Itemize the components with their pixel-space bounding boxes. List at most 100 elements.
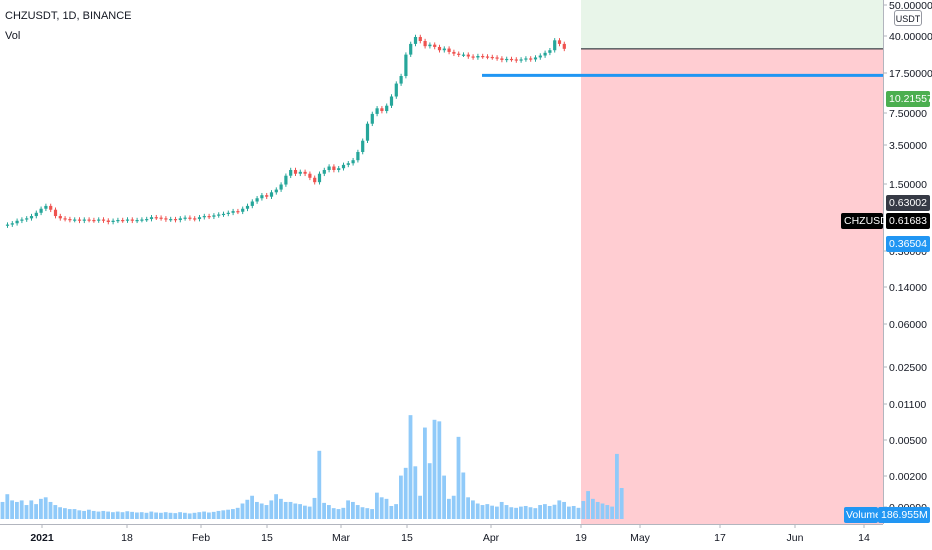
volume-bar xyxy=(490,505,494,519)
volume-bar xyxy=(67,509,72,519)
volume-bar xyxy=(5,494,10,519)
volume-tag-label: Volume xyxy=(844,507,882,523)
volume-bar xyxy=(159,512,163,519)
candle-body xyxy=(269,192,274,197)
candle-body xyxy=(159,217,163,219)
candle-body xyxy=(121,220,125,222)
volume-bar xyxy=(475,503,480,519)
candle-body xyxy=(221,213,226,216)
volume-bar xyxy=(216,510,221,519)
candle-body xyxy=(351,160,355,164)
volume-bar xyxy=(63,508,67,519)
volume-bar xyxy=(43,497,48,519)
loss-zone[interactable] xyxy=(581,48,883,524)
candle-body xyxy=(317,173,322,183)
volume-bar xyxy=(619,488,624,519)
candle-body xyxy=(461,54,466,56)
candle-body xyxy=(53,209,58,217)
candle-body xyxy=(514,59,518,61)
candle-body xyxy=(332,166,336,170)
price-tick-label: 0.14000 xyxy=(889,282,927,294)
volume-legend[interactable]: Vol xyxy=(5,30,21,42)
candle-body xyxy=(361,140,365,152)
volume-bar xyxy=(447,498,451,519)
volume-bar xyxy=(355,505,360,519)
candle-body xyxy=(548,50,552,53)
candle-body xyxy=(404,54,408,77)
volume-bar xyxy=(538,505,542,519)
candle-body xyxy=(433,44,437,47)
candle-body xyxy=(63,218,67,220)
volume-bar xyxy=(346,500,350,519)
volume-bar xyxy=(571,505,576,519)
volume-bar xyxy=(240,503,245,519)
volume-bar xyxy=(288,501,293,519)
volume-bar xyxy=(413,466,418,519)
volume-bar xyxy=(120,512,125,519)
profit-zone[interactable] xyxy=(581,0,883,49)
volume-bar xyxy=(231,509,235,519)
candle-body xyxy=(284,175,288,185)
candle-body xyxy=(245,205,250,209)
volume-bar xyxy=(259,503,264,519)
volume-bar xyxy=(96,511,101,519)
candle-body xyxy=(145,219,149,221)
time-tick-label: 15 xyxy=(261,532,273,544)
volume-bar xyxy=(139,512,144,519)
volume-bar xyxy=(197,512,202,519)
volume-bar xyxy=(183,512,187,519)
time-tick-label: Feb xyxy=(192,532,210,544)
candle-body xyxy=(68,219,72,221)
candle-body xyxy=(346,163,350,165)
volume-bar xyxy=(552,504,557,519)
price-tick-label: 0.02500 xyxy=(889,362,927,374)
volume-bar xyxy=(495,506,499,519)
candle-body xyxy=(341,164,346,169)
volume-bar xyxy=(365,508,370,519)
time-tick-label: Apr xyxy=(483,532,500,544)
volume-bar xyxy=(58,507,62,519)
candle-body xyxy=(327,166,331,170)
price-tick-label: 0.00500 xyxy=(889,435,927,447)
candle-body xyxy=(97,219,101,221)
volume-bar xyxy=(432,419,437,519)
candle-body xyxy=(5,224,10,226)
volume-bar xyxy=(39,498,43,519)
volume-bar xyxy=(408,415,413,519)
symbol-legend[interactable]: CHZUSDT, 1D, BINANCE xyxy=(5,10,132,22)
currency-button[interactable]: USDT xyxy=(894,10,922,26)
candle-body xyxy=(370,113,374,124)
volume-bar xyxy=(384,498,389,519)
volume-tag-value: 186.955M xyxy=(878,507,930,523)
candle-body xyxy=(58,216,62,219)
volume-bar xyxy=(370,509,374,519)
candle-body xyxy=(116,220,120,222)
candle-body xyxy=(44,205,48,209)
volume-bar xyxy=(543,504,547,519)
candle-body xyxy=(437,46,442,51)
volume-bar xyxy=(451,495,456,519)
candle-body xyxy=(413,36,418,44)
time-tick-label: May xyxy=(630,532,651,544)
candle-body xyxy=(101,219,106,221)
volume-bar xyxy=(562,501,566,519)
candle-body xyxy=(485,56,490,58)
candle-body xyxy=(399,76,403,84)
candle-body xyxy=(509,58,514,61)
candle-body xyxy=(356,151,360,161)
candle-body xyxy=(553,40,557,51)
volume-bar xyxy=(317,450,322,519)
candle-body xyxy=(298,171,302,174)
volume-bar xyxy=(264,505,269,519)
candle-body xyxy=(188,217,192,219)
last-price-tag: 0.61683 xyxy=(886,213,930,229)
time-tick-label: 14 xyxy=(858,532,870,544)
volume-bar xyxy=(293,503,298,519)
candle-body xyxy=(529,58,533,60)
volume-bar xyxy=(586,491,590,519)
candle-body xyxy=(279,184,283,190)
candle-body xyxy=(380,108,384,112)
candle-body xyxy=(322,169,326,174)
